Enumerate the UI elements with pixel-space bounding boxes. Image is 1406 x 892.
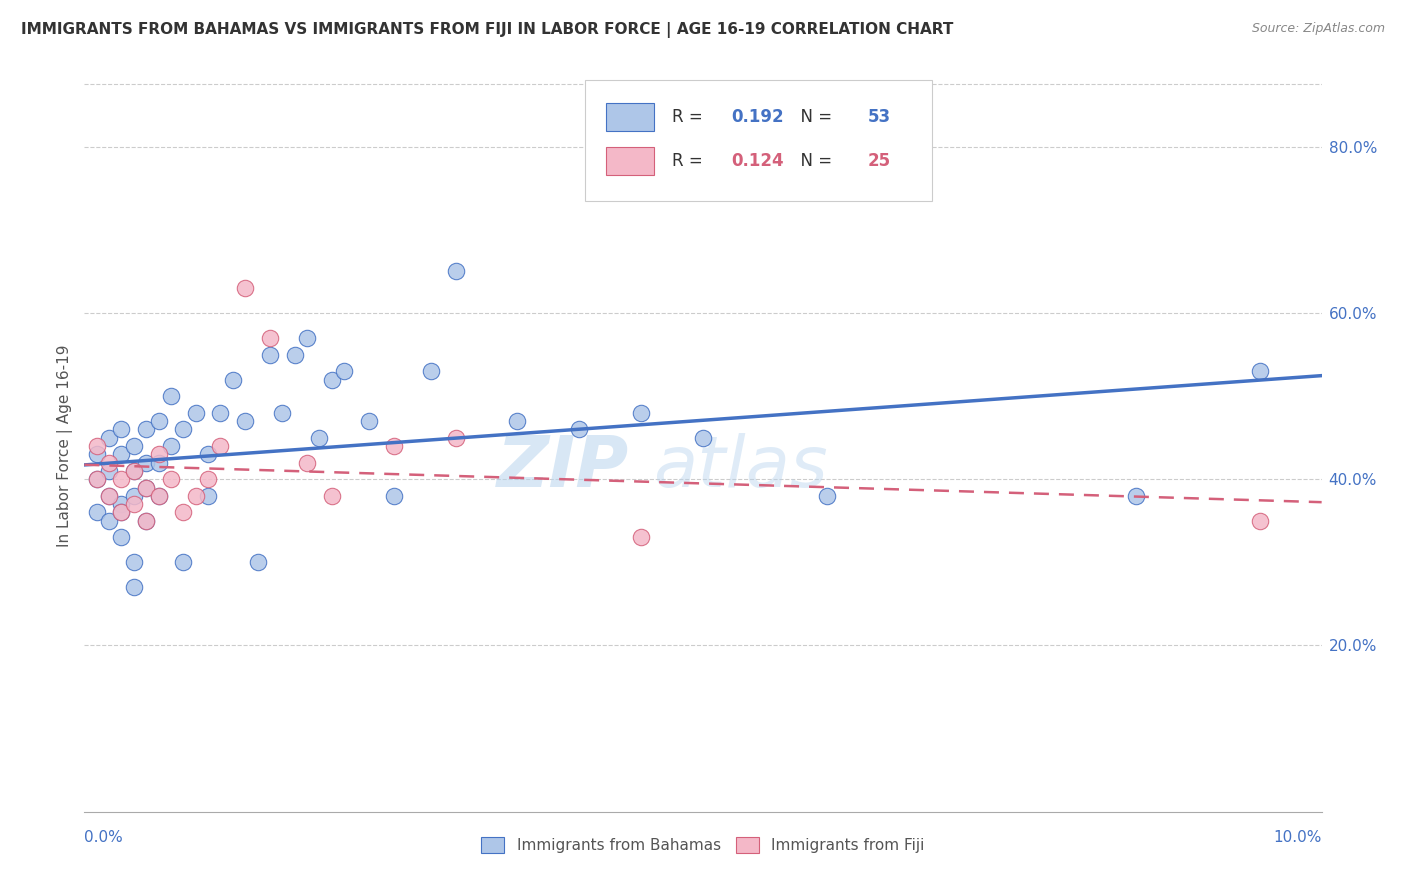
Point <box>246 555 269 569</box>
Point <box>148 456 170 470</box>
Point <box>321 372 343 386</box>
Point <box>321 489 343 503</box>
Point <box>815 489 838 503</box>
Point <box>135 422 157 436</box>
Point <box>86 472 108 486</box>
Point <box>444 264 467 278</box>
Point <box>122 464 145 478</box>
Point <box>160 472 183 486</box>
Point <box>1249 514 1271 528</box>
Point <box>630 406 652 420</box>
Text: Source: ZipAtlas.com: Source: ZipAtlas.com <box>1251 22 1385 36</box>
Point <box>98 489 121 503</box>
Point <box>333 364 356 378</box>
Text: R =: R = <box>672 152 709 169</box>
Point <box>209 406 232 420</box>
Point <box>357 414 380 428</box>
Point <box>630 530 652 544</box>
Text: ZIP: ZIP <box>496 434 628 502</box>
Text: 53: 53 <box>868 108 890 126</box>
Point <box>110 447 132 461</box>
Point <box>122 555 145 569</box>
Point <box>98 514 121 528</box>
Point <box>98 464 121 478</box>
Point <box>233 281 256 295</box>
Point <box>197 472 219 486</box>
FancyBboxPatch shape <box>585 80 932 201</box>
Point <box>568 422 591 436</box>
Text: atlas: atlas <box>654 434 828 502</box>
Point <box>98 489 121 503</box>
FancyBboxPatch shape <box>606 103 654 131</box>
Point <box>148 489 170 503</box>
Point <box>271 406 294 420</box>
Point <box>160 439 183 453</box>
Point <box>172 506 194 520</box>
Point <box>135 481 157 495</box>
Text: N =: N = <box>790 108 837 126</box>
Point <box>382 489 405 503</box>
Point <box>110 422 132 436</box>
Legend: Immigrants from Bahamas, Immigrants from Fiji: Immigrants from Bahamas, Immigrants from… <box>475 830 931 859</box>
Point <box>110 497 132 511</box>
Point <box>148 489 170 503</box>
Point <box>209 439 232 453</box>
Point <box>122 464 145 478</box>
Point <box>110 506 132 520</box>
Text: 25: 25 <box>868 152 890 169</box>
Point <box>122 489 145 503</box>
Point <box>172 555 194 569</box>
Point <box>135 514 157 528</box>
Point <box>86 447 108 461</box>
Text: N =: N = <box>790 152 837 169</box>
Point <box>172 422 194 436</box>
Point <box>382 439 405 453</box>
Point <box>135 514 157 528</box>
Point <box>222 372 245 386</box>
Point <box>506 414 529 428</box>
Point <box>86 439 108 453</box>
Point <box>197 489 219 503</box>
Point <box>110 506 132 520</box>
Point <box>284 347 307 362</box>
Point <box>197 447 219 461</box>
Point <box>259 331 281 345</box>
Point <box>1125 489 1147 503</box>
Point <box>98 431 121 445</box>
Point <box>184 406 207 420</box>
Point <box>148 447 170 461</box>
Point <box>233 414 256 428</box>
Point <box>135 481 157 495</box>
Point <box>160 389 183 403</box>
Text: 0.192: 0.192 <box>731 108 785 126</box>
Point <box>259 347 281 362</box>
Point <box>135 456 157 470</box>
Text: 0.124: 0.124 <box>731 152 785 169</box>
Point <box>122 439 145 453</box>
Point <box>86 506 108 520</box>
Text: 0.0%: 0.0% <box>84 830 124 845</box>
Text: 10.0%: 10.0% <box>1274 830 1322 845</box>
Point <box>184 489 207 503</box>
Point <box>122 580 145 594</box>
Point <box>122 497 145 511</box>
Point <box>148 414 170 428</box>
Point <box>295 456 318 470</box>
Y-axis label: In Labor Force | Age 16-19: In Labor Force | Age 16-19 <box>58 344 73 548</box>
Point <box>110 472 132 486</box>
Point <box>1249 364 1271 378</box>
Point <box>295 331 318 345</box>
Point <box>444 431 467 445</box>
Point <box>86 472 108 486</box>
Point <box>692 431 714 445</box>
Point <box>308 431 330 445</box>
Point <box>98 456 121 470</box>
Text: IMMIGRANTS FROM BAHAMAS VS IMMIGRANTS FROM FIJI IN LABOR FORCE | AGE 16-19 CORRE: IMMIGRANTS FROM BAHAMAS VS IMMIGRANTS FR… <box>21 22 953 38</box>
FancyBboxPatch shape <box>606 147 654 175</box>
Point <box>110 530 132 544</box>
Point <box>419 364 441 378</box>
Text: R =: R = <box>672 108 709 126</box>
